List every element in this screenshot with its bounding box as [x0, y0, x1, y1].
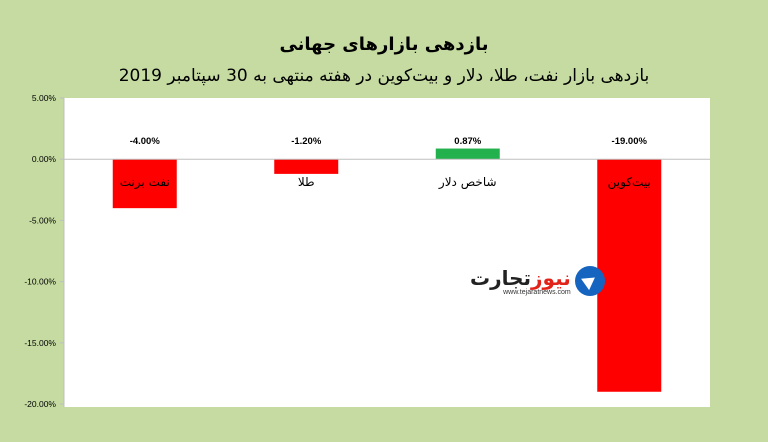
y-tick-label: 5.00% [32, 93, 57, 103]
bar [597, 159, 662, 392]
watermark-brand-black: تجارت [470, 265, 532, 290]
data-label: -1.20% [291, 136, 322, 147]
data-label: 0.87% [454, 136, 481, 147]
y-tick-label: -15.00% [24, 338, 56, 348]
watermark-brand: نیوزتجارت [470, 267, 571, 289]
y-tick-label: -10.00% [24, 277, 56, 287]
category-label: نفت برنت [120, 175, 170, 190]
watermark: نیوزتجارت www.tejaratnews.com [470, 258, 610, 304]
category-label: طلا [298, 175, 315, 189]
data-label: -19.00% [612, 136, 648, 147]
bar [435, 148, 500, 160]
y-tick-label: -20.00% [24, 399, 56, 409]
y-tick-label: 0.00% [32, 154, 57, 164]
category-label: بیت‌کوین [608, 175, 651, 190]
y-tick-label: -5.00% [29, 215, 56, 225]
chart-subtitle: بازدهی بازار نفت، طلا، دلار و بیت‌کوین د… [118, 66, 650, 86]
tejarat-news-logo-icon [574, 266, 605, 296]
data-label: -4.00% [130, 136, 161, 147]
chart-title: بازدهی بازارهای جهانی [279, 34, 489, 55]
bar [112, 159, 177, 209]
bar [274, 159, 339, 174]
watermark-brand-red: نیوز [531, 265, 571, 290]
watermark-url: www.tejaratnews.com [503, 288, 571, 296]
category-label: شاخص دلار [438, 175, 497, 190]
